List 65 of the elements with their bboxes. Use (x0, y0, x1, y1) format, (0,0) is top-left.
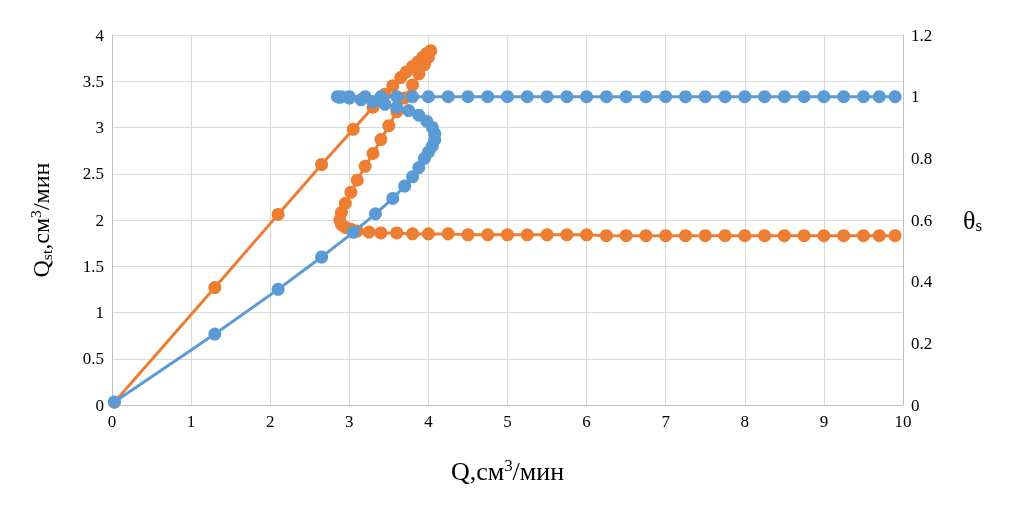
point (599, 90, 613, 104)
y2-tick-label: 0.2 (911, 333, 933, 353)
y-tick-label: 0.5 (82, 349, 104, 369)
x-tick-label: 9 (819, 412, 829, 431)
x-tick-label: 10 (894, 412, 912, 431)
y-axis-title: Qst,см3/мин (26, 162, 55, 278)
y2-tick-label: 0.4 (911, 272, 933, 292)
y-tick-label: 1.5 (82, 256, 104, 276)
point (315, 250, 329, 264)
x-tick-label: 3 (345, 412, 354, 431)
point (406, 170, 420, 184)
x-tick-label: 5 (503, 412, 512, 431)
y2-tick-label: 1.2 (911, 25, 933, 45)
y-tick-label: 1 (95, 303, 104, 322)
y-tick-label: 0 (95, 395, 104, 415)
x-tick-label: 4 (424, 412, 434, 431)
point (797, 90, 811, 104)
y-tick-label: 4 (95, 25, 105, 45)
point (678, 90, 692, 104)
point (872, 90, 886, 104)
point (698, 90, 712, 104)
point (441, 90, 455, 104)
point (368, 207, 382, 221)
y-tick-label: 3.5 (82, 71, 104, 91)
point (619, 90, 633, 104)
point (758, 90, 772, 104)
y2-tick-label: 0.6 (911, 210, 933, 230)
y2-tick-label: 0 (911, 395, 920, 415)
y2-tick-label: 1 (911, 87, 920, 107)
point (856, 90, 870, 104)
point (461, 90, 475, 104)
point (718, 90, 732, 104)
point (540, 90, 554, 104)
x-tick-label: 1 (186, 412, 196, 431)
point (412, 108, 426, 122)
x-tick-label: 2 (265, 412, 275, 431)
point (412, 161, 426, 175)
point (208, 327, 222, 341)
x-tick-label: 6 (582, 412, 591, 431)
point (560, 90, 574, 104)
point (639, 90, 653, 104)
point (837, 90, 851, 104)
point (402, 104, 416, 118)
point (888, 90, 902, 104)
point (386, 191, 400, 205)
point (659, 90, 673, 104)
y-tick-label: 3 (95, 118, 104, 137)
point (406, 90, 420, 104)
point (520, 90, 534, 104)
point (390, 90, 404, 104)
x-tick-label: 7 (661, 412, 671, 431)
y-tick-label: 2 (95, 210, 104, 230)
point (271, 282, 285, 296)
point (501, 90, 514, 104)
point (738, 90, 752, 104)
x-tick-label: 8 (740, 412, 750, 431)
y2-tick-label: 0.8 (911, 148, 933, 168)
x-tick-label: 0 (107, 412, 117, 431)
point (777, 90, 791, 104)
y-tick-label: 2.5 (82, 164, 104, 184)
point (481, 90, 495, 104)
point (817, 90, 831, 104)
point (580, 90, 594, 104)
point (398, 179, 412, 193)
point (421, 90, 435, 104)
